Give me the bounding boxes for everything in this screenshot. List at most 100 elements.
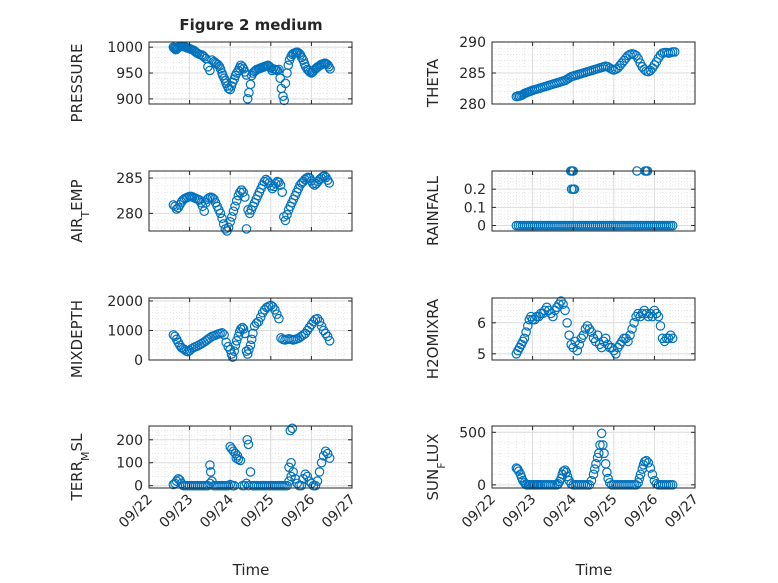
axes-frame — [148, 425, 353, 489]
figure-title: Figure 2 medium — [179, 16, 322, 34]
y-tick-label: 1000 — [107, 40, 143, 56]
data-point — [238, 324, 249, 334]
x-tick-label: 09/23 — [157, 492, 197, 532]
data-point — [641, 455, 652, 466]
data-point — [237, 62, 248, 72]
data-point — [522, 321, 533, 331]
data-point — [633, 53, 643, 64]
subplot-terr-msl: 0 100 200 09/22 09/23 09/24 09/25 09/26 09/27 TER… — [68, 423, 359, 532]
data-point — [634, 473, 645, 484]
data-point — [245, 467, 256, 477]
data-point — [512, 464, 523, 474]
data-point — [230, 201, 240, 212]
y-label-subscript: F — [435, 462, 448, 468]
data-point — [253, 316, 264, 327]
data-point — [277, 187, 287, 197]
data-point — [560, 305, 570, 316]
data-point — [240, 192, 250, 202]
y-tick-label: 950 — [116, 66, 143, 82]
data-point — [554, 299, 564, 309]
y-label-part: AIR — [68, 218, 86, 243]
y-label-part: EMP — [68, 179, 86, 210]
y-tick-label: 285 — [459, 66, 486, 82]
axes-frame — [491, 170, 696, 232]
data-point — [287, 423, 298, 434]
x-axis-label-right: Time — [575, 561, 613, 579]
data-point — [225, 217, 235, 227]
y-tick-label: 0.2 — [464, 182, 486, 198]
y-label-subscript: T — [79, 211, 92, 219]
subplot-sun-flux: 0 500 09/22 09/23 09/24 09/25 09/26 09/27 SUNFLU… — [424, 425, 702, 531]
data-point — [316, 321, 327, 331]
x-tick-label: 09/27 — [662, 492, 702, 532]
data-point — [635, 469, 646, 480]
y-tick-label: 100 — [116, 456, 143, 472]
subplot-mixdepth: 0 1000 2000 MIXDEPTH — [68, 294, 353, 378]
data-point — [279, 95, 289, 106]
data-point — [280, 78, 291, 89]
data-point — [651, 308, 662, 319]
y-tick-label: 0 — [477, 219, 486, 235]
data-point — [233, 454, 244, 465]
data-point — [215, 64, 226, 74]
axes-frame — [148, 297, 353, 361]
y-tick-label: 200 — [116, 433, 143, 449]
data-point — [282, 209, 292, 220]
data-point — [569, 184, 580, 194]
data-point — [286, 457, 296, 468]
data-point — [231, 336, 242, 346]
data-point — [653, 311, 664, 322]
x-tick-label: 09/25 — [581, 492, 621, 532]
x-tick-label: 09/25 — [238, 492, 278, 532]
data-point — [304, 67, 315, 77]
data-point — [205, 467, 216, 477]
y-axis-label: AIRTEMP — [68, 179, 92, 242]
subplot-pressure: 900 950 1000 PRESSURE — [68, 40, 353, 122]
y-tick-label: 0.1 — [464, 200, 486, 216]
axes-frame — [491, 297, 696, 361]
y-label-part: SUN — [424, 469, 442, 501]
data-point — [227, 212, 237, 222]
data-point — [592, 330, 603, 340]
y-tick-label: 6 — [477, 316, 486, 332]
data-point — [296, 480, 307, 491]
data-point — [623, 336, 633, 347]
data-point — [322, 331, 333, 342]
y-tick-label: 290 — [459, 35, 486, 51]
data-point — [602, 467, 612, 478]
data-point — [521, 327, 531, 337]
data-point — [242, 94, 253, 104]
data-point — [268, 302, 278, 312]
data-point — [243, 439, 254, 450]
data-point — [586, 475, 597, 486]
data-point — [312, 313, 323, 324]
data-point — [548, 311, 558, 322]
data-point — [667, 480, 678, 490]
data-point — [296, 52, 307, 63]
y-axis-label: TERRMSL — [68, 433, 92, 502]
data-point — [320, 446, 331, 457]
data-point — [314, 467, 325, 477]
data-point — [262, 176, 273, 186]
data-point — [230, 340, 241, 351]
data-point — [272, 309, 282, 320]
data-point — [647, 469, 658, 480]
data-point — [649, 60, 660, 70]
data-point — [561, 467, 572, 478]
data-point — [667, 220, 678, 231]
data-point — [242, 434, 253, 445]
data-point — [280, 215, 291, 226]
y-tick-label: 500 — [459, 425, 486, 441]
y-axis-label: MIXDEPTH — [68, 300, 86, 378]
data-point — [560, 465, 570, 475]
data-point — [627, 324, 637, 334]
y-axis-label: THETA — [424, 58, 442, 108]
data-point — [232, 451, 243, 461]
data-point — [241, 70, 252, 80]
data-point — [229, 346, 240, 356]
data-point — [324, 336, 335, 346]
data-point — [596, 428, 607, 439]
x-tick-label: 09/24 — [540, 491, 580, 531]
